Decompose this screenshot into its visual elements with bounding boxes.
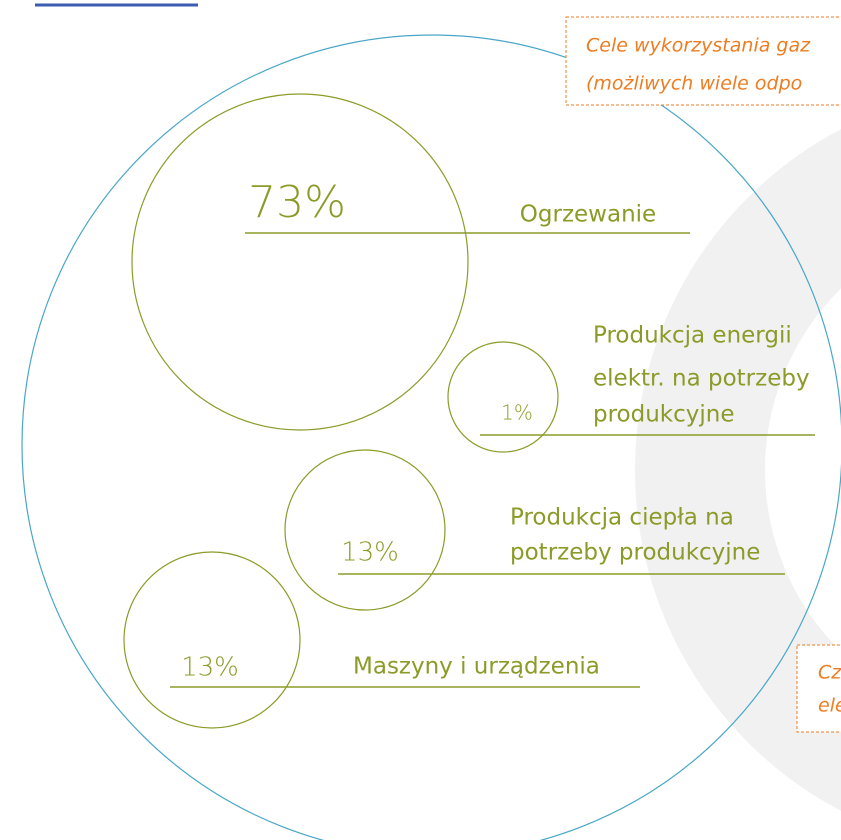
background-ring	[635, 129, 841, 811]
callout-text: Cz	[818, 662, 841, 684]
item-label: Maszyny i urządzenia	[353, 654, 600, 680]
callout-text: Cele wykorzystania gaz	[586, 35, 811, 57]
callout-text: (możliwych wiele odpo	[586, 73, 802, 95]
item-label: potrzeby produkcyjne	[510, 540, 760, 566]
item-label: Produkcja energii	[593, 323, 792, 349]
value-label: 13%	[181, 653, 239, 683]
bubble	[131, 93, 469, 431]
bubble	[447, 341, 559, 453]
callout-box	[796, 644, 841, 733]
item-label: Ogrzewanie	[520, 202, 656, 228]
outer-circle	[21, 34, 841, 840]
item-label: produkcyjne	[593, 402, 735, 428]
callout-box	[565, 16, 841, 106]
value-label: 13%	[341, 538, 399, 568]
value-label: 1%	[501, 401, 533, 425]
bubble	[284, 449, 446, 611]
value-label: 73%	[248, 177, 346, 228]
callout-text: ele	[818, 695, 841, 717]
item-label: elektr. na potrzeby	[593, 366, 810, 392]
callouts: Cele wykorzystania gaz (możliwych wiele o…	[565, 16, 841, 733]
bubble	[123, 551, 301, 729]
bubbles: 73% Ogrzewanie 1% Produkcja energii elektr. …	[123, 93, 815, 729]
item-label: Produkcja ciepła na	[510, 505, 734, 531]
